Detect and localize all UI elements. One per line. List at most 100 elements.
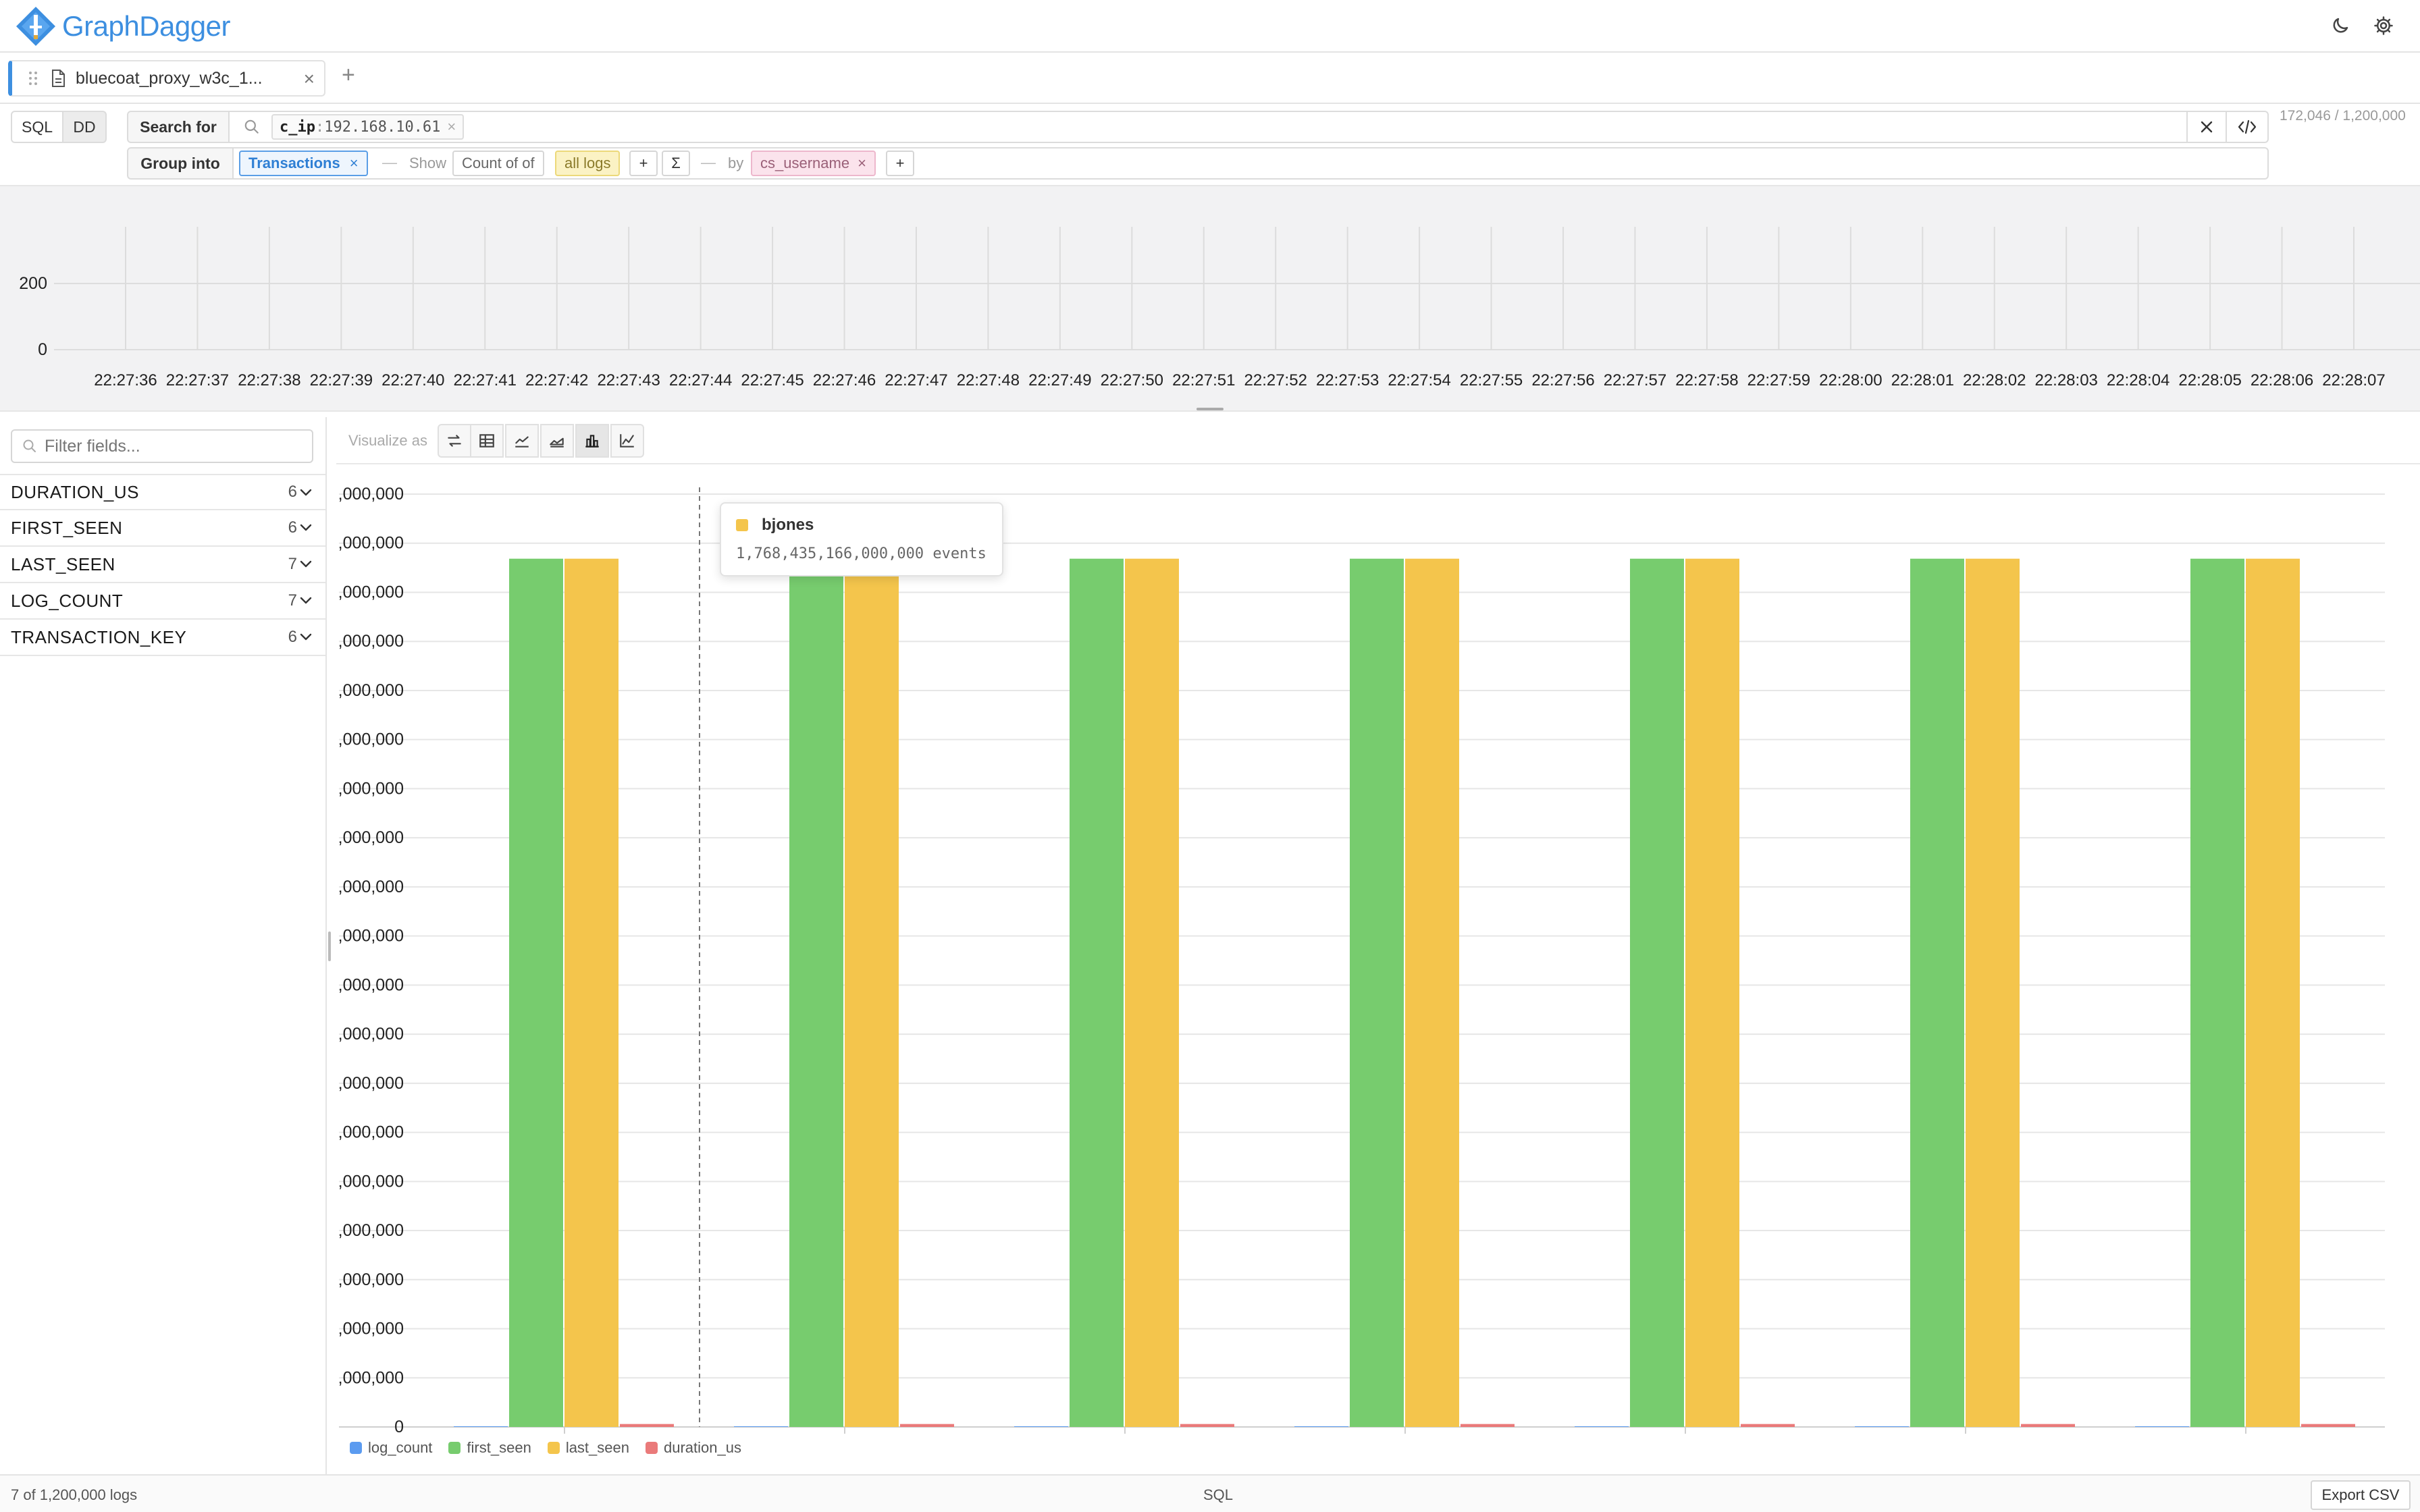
bar-last_seen-blank[interactable]: [1405, 558, 1459, 1428]
viz-swap-button[interactable]: [438, 424, 471, 458]
bar-first_seen-jdoe[interactable]: [1070, 558, 1124, 1428]
by-field-chip[interactable]: cs_username ×: [751, 151, 876, 176]
chevron-down-icon[interactable]: [298, 593, 313, 608]
chevron-down-icon[interactable]: [298, 520, 313, 535]
bar-last_seen-asmith[interactable]: [2246, 558, 2300, 1428]
chevron-down-icon[interactable]: [298, 556, 313, 571]
legend-swatch: [547, 1442, 560, 1454]
field-row-duration-us[interactable]: DURATION_US 6: [0, 474, 325, 510]
histogram-x-tick: 22:27:39: [310, 371, 373, 389]
chart-y-tick: ,000,000: [338, 1320, 404, 1339]
bar-first_seen-asmith[interactable]: [2190, 558, 2244, 1428]
aggregate-select[interactable]: Count of of: [452, 151, 544, 176]
bar-log_count-bjones[interactable]: [454, 1426, 508, 1427]
search-icon: [244, 119, 259, 134]
histogram-x-tick: 22:28:03: [2034, 371, 2097, 389]
bar-log_count-asmith[interactable]: [2135, 1426, 2189, 1427]
by-field: cs_username: [760, 155, 850, 171]
bar-last_seen-svc_proxy[interactable]: [1685, 558, 1739, 1428]
group-chip-transactions[interactable]: Transactions ×: [239, 151, 368, 176]
chevron-down-icon[interactable]: [298, 629, 313, 644]
bar-chart[interactable]: ,000,000 ,000,000 ,000,000 ,000,000 ,000,000…: [336, 464, 2420, 1436]
chart-y-tick: ,000,000: [338, 927, 404, 946]
filter-fields-box[interactable]: [11, 429, 313, 463]
resize-handle[interactable]: [1196, 408, 1224, 410]
histogram-x-tick: 22:27:40: [382, 371, 444, 389]
group-remove-icon[interactable]: ×: [349, 155, 359, 171]
field-row-last-seen[interactable]: LAST_SEEN 7: [0, 547, 325, 583]
bar-first_seen-mchan[interactable]: [789, 558, 843, 1428]
clear-search-button[interactable]: [2186, 111, 2227, 143]
mode-dd-button[interactable]: DD: [62, 111, 107, 143]
by-field-remove-icon[interactable]: ×: [858, 155, 866, 171]
legend-item-first_seen[interactable]: first_seen: [448, 1439, 531, 1457]
bar-first_seen-blank[interactable]: [1350, 558, 1404, 1428]
code-view-button[interactable]: [2226, 111, 2269, 143]
bar-log_count-blank[interactable]: [1294, 1426, 1348, 1427]
chart-y-tick: ,000,000: [338, 730, 404, 749]
chart-y-tick: ,000,000: [338, 485, 404, 504]
sidebar-resize-handle[interactable]: [328, 932, 331, 961]
timeline-histogram[interactable]: 22:27:36 22:27:37 22:27:38 22:27:39 22:27:40…: [0, 185, 2420, 412]
field-row-first-seen[interactable]: FIRST_SEEN 6: [0, 510, 325, 547]
bar-last_seen-npatel[interactable]: [1966, 558, 2020, 1428]
app-logo[interactable]: GraphDagger: [15, 5, 230, 47]
bar-last_seen-jdoe[interactable]: [1125, 558, 1179, 1428]
bar-first_seen-bjones[interactable]: [509, 558, 563, 1428]
viz-bar-button[interactable]: [575, 424, 609, 458]
bar-duration_us-jdoe[interactable]: [1180, 1424, 1234, 1427]
tab-bluecoat-proxy[interactable]: bluecoat_proxy_w3c_1... ×: [8, 60, 325, 97]
chart-y-tick: ,000,000: [338, 681, 404, 700]
mode-sql-button[interactable]: SQL: [11, 111, 63, 143]
bar-log_count-svc_proxy[interactable]: [1575, 1426, 1629, 1427]
dark-mode-toggle[interactable]: [2327, 12, 2354, 39]
chart-y-tick: ,000,000: [338, 1221, 404, 1240]
legend-item-duration_us[interactable]: duration_us: [646, 1439, 741, 1457]
bar-first_seen-svc_proxy[interactable]: [1630, 558, 1684, 1428]
add-group-by-button[interactable]: +: [886, 151, 914, 176]
legend-label: last_seen: [565, 1439, 629, 1456]
bar-last_seen-bjones[interactable]: [564, 558, 619, 1428]
bar-log_count-npatel[interactable]: [1855, 1426, 1909, 1427]
bar-duration_us-blank[interactable]: [1461, 1424, 1515, 1427]
viz-combo-button[interactable]: [610, 424, 644, 458]
add-tab-button[interactable]: +: [342, 62, 355, 88]
viz-area-button[interactable]: [540, 424, 574, 458]
aggregate-target-chip[interactable]: all logs: [555, 151, 621, 176]
sum-button[interactable]: Σ: [662, 151, 690, 176]
histogram-x-tick: 22:28:05: [2178, 371, 2241, 389]
export-csv-button[interactable]: Export CSV: [2311, 1480, 2411, 1510]
add-aggregate-button[interactable]: +: [629, 151, 658, 176]
field-row-log-count[interactable]: LOG_COUNT 7: [0, 583, 325, 620]
bar-log_count-mchan[interactable]: [734, 1426, 788, 1427]
bar-log_count-jdoe[interactable]: [1014, 1426, 1068, 1427]
histogram-x-tick: 22:28:00: [1819, 371, 1882, 389]
viz-line-button[interactable]: [505, 424, 539, 458]
viz-table-button[interactable]: [470, 424, 504, 458]
bar-duration_us-svc_proxy[interactable]: [1741, 1424, 1795, 1427]
show-label: Show: [409, 155, 447, 171]
filter-remove-icon[interactable]: ×: [447, 118, 456, 135]
bar-last_seen-mchan[interactable]: [845, 558, 899, 1428]
filter-fields-input[interactable]: [45, 436, 301, 456]
close-icon: [2201, 121, 2213, 133]
bar-duration_us-mchan[interactable]: [900, 1424, 954, 1427]
legend-item-log_count[interactable]: log_count: [350, 1439, 432, 1457]
field-sidebar: DURATION_US6FIRST_SEEN6LAST_SEEN7LOG_COU…: [0, 417, 327, 1474]
table-icon: [479, 434, 494, 448]
search-filter-chip[interactable]: c_ip : 192.168.10.61 ×: [271, 114, 465, 140]
bar-duration_us-npatel[interactable]: [2021, 1424, 2075, 1427]
bar-duration_us-bjones[interactable]: [620, 1424, 674, 1427]
search-input[interactable]: c_ip : 192.168.10.61 ×: [228, 111, 2188, 143]
field-name: TRANSACTION_KEY: [11, 626, 187, 647]
histogram-x-tick: 22:27:59: [1747, 371, 1810, 389]
bar-first_seen-npatel[interactable]: [1910, 558, 1964, 1428]
drag-handle-icon[interactable]: [27, 70, 39, 87]
bar-duration_us-asmith[interactable]: [2301, 1424, 2355, 1427]
chart-legend: log_count first_seen last_seen duration_us: [350, 1439, 758, 1457]
settings-button[interactable]: [2370, 12, 2397, 39]
chevron-down-icon[interactable]: [298, 485, 313, 500]
tab-close-icon[interactable]: ×: [303, 68, 315, 89]
field-row-transaction-key[interactable]: TRANSACTION_KEY 6: [0, 620, 325, 656]
legend-item-last_seen[interactable]: last_seen: [547, 1439, 629, 1457]
